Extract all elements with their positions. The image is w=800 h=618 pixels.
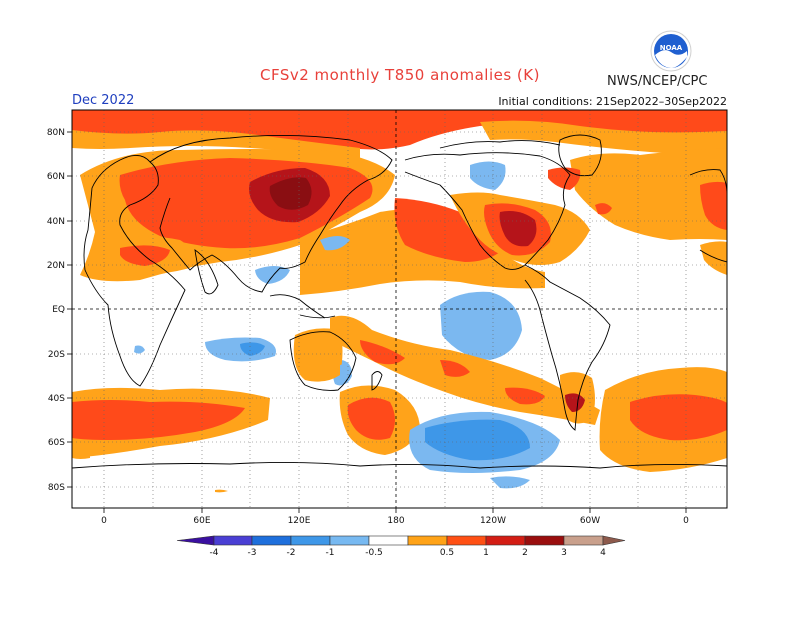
- colorbar-segment: [485, 535, 526, 546]
- coastlines: [72, 134, 727, 469]
- longitude-axis: 0 60E 120E 180 120W 60W 0: [101, 508, 689, 526]
- colorbar-label: -1: [326, 548, 335, 558]
- lat-tick-label: 80N: [47, 128, 65, 138]
- map-fields: [72, 110, 727, 508]
- lat-tick-label: 20N: [47, 261, 65, 271]
- lon-tick-label: 60W: [580, 516, 600, 526]
- logo-text: NOAA: [660, 44, 683, 52]
- colorbar-segment: [290, 535, 331, 546]
- lon-tick-label: 120E: [288, 516, 311, 526]
- colorbar-segment: [213, 535, 253, 546]
- colorbar-label: -0.5: [365, 548, 383, 558]
- noaa-logo-icon: NOAA: [650, 30, 692, 72]
- colorbar-label: 2: [522, 548, 528, 558]
- forecast-month-label: Dec 2022: [72, 93, 135, 108]
- colorbar-segment: [368, 535, 409, 546]
- colorbar-segment: [446, 535, 487, 546]
- cool-anomaly-west-pacific: [255, 266, 290, 284]
- colorbar-segment: [563, 535, 604, 546]
- colorbar-label: -2: [287, 548, 296, 558]
- lat-tick-label: 60S: [48, 438, 65, 448]
- colorbar-label: 4: [600, 548, 606, 558]
- lat-tick-label: 20S: [48, 350, 65, 360]
- agency-label: NWS/NCEP/CPC: [607, 74, 708, 89]
- lon-tick-label: 120W: [480, 516, 506, 526]
- lat-tick-label: 40S: [48, 394, 65, 404]
- colorbar-label: 3: [561, 548, 567, 558]
- equator-and-dateline: [72, 110, 727, 508]
- lon-tick-label: 60E: [193, 516, 210, 526]
- lon-tick-label: 0: [683, 516, 689, 526]
- lat-tick-label: EQ: [52, 305, 65, 315]
- colorbar: -4 -3 -2 -1 -0.5 0.5 1 2 3 4: [176, 535, 626, 558]
- colorbar-segment: [251, 535, 292, 546]
- lat-tick-label: 80S: [48, 483, 65, 493]
- warm-anomaly-arctic: [72, 110, 727, 150]
- colorbar-segment: [602, 535, 626, 546]
- colorbar-segment: [524, 535, 565, 546]
- cool-anomaly-east-pacific: [440, 291, 522, 360]
- lon-tick-label: 180: [387, 516, 404, 526]
- cool-anomaly-alaska: [470, 161, 506, 190]
- colorbar-segment: [407, 535, 448, 546]
- colorbar-label: 1: [483, 548, 489, 558]
- initial-conditions-label: Initial conditions: 21Sep2022–30Sep2022: [498, 95, 727, 108]
- colorbar-segment: [329, 535, 370, 546]
- colorbar-label: 0.5: [440, 548, 454, 558]
- map-title: CFSv2 monthly T850 anomalies (K): [260, 66, 540, 84]
- colorbar-label: -3: [248, 548, 257, 558]
- latitude-axis: 80N 60N 40N 20N EQ 20S 40S 60S 80S: [47, 128, 72, 493]
- lon-tick-label: 0: [101, 516, 107, 526]
- lat-tick-label: 40N: [47, 217, 65, 227]
- lat-tick-label: 60N: [47, 172, 65, 182]
- colorbar-label: -4: [210, 548, 219, 558]
- colorbar-segment: [176, 535, 215, 546]
